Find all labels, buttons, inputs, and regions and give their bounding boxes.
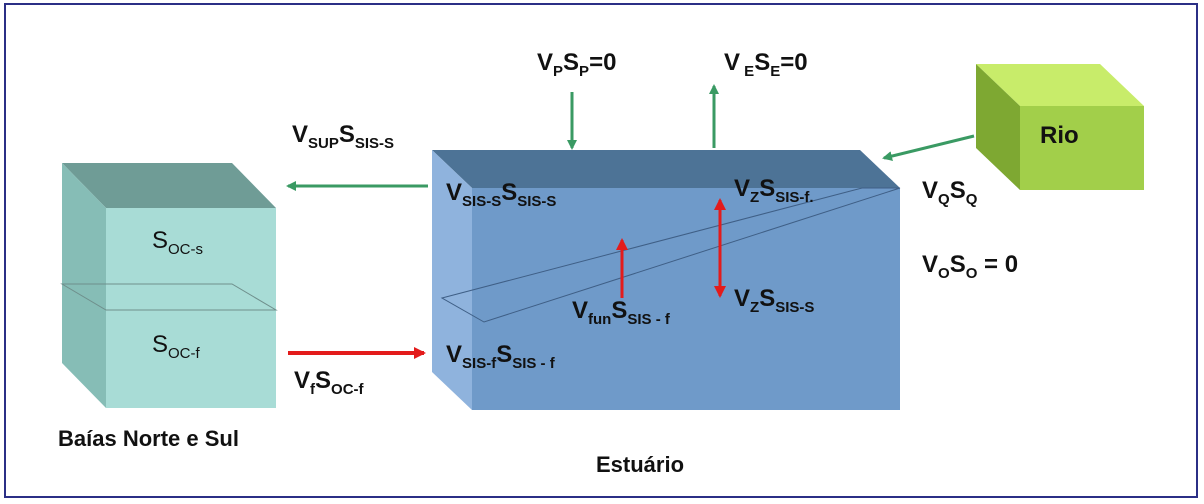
ocean-lower-salinity: SOC-f <box>152 331 201 362</box>
flux-label-evap: V ESE=0 <box>724 49 808 80</box>
flux-label-part: SIS-S <box>775 299 814 316</box>
flux-label-part: SIS-S <box>355 135 394 152</box>
flux-label-part: V <box>292 121 308 148</box>
flux-label-part: S <box>759 285 775 312</box>
flux-label-part: S <box>611 297 627 324</box>
estuary-box-top <box>432 150 900 188</box>
flux-label-part: S <box>950 251 966 278</box>
flux-label-part: SIS-f. <box>775 189 813 206</box>
flux-label-ocean-o: VOSO = 0 <box>922 251 1018 282</box>
flux-label-part: V <box>537 49 553 76</box>
river-inflow-arrow <box>882 134 975 161</box>
flux-label-part: S <box>563 49 579 76</box>
river-box-side <box>976 64 1020 190</box>
flux-label-part: S <box>496 341 512 368</box>
flux-label-part: V <box>446 179 462 206</box>
flux-label-z-lower: VZSSIS-S <box>734 285 814 316</box>
flux-label-part: V <box>294 367 310 394</box>
ocean-box-front <box>106 208 276 408</box>
flux-label-precip: VPSP=0 <box>537 49 616 80</box>
flux-label-part: Z <box>750 299 759 316</box>
ocean-box-side <box>62 163 106 408</box>
flux-label-part: SUP <box>308 135 339 152</box>
bays-caption: Baías Norte e Sul <box>58 426 239 451</box>
flux-label-part: fun <box>588 311 611 328</box>
estuary-box <box>432 150 901 410</box>
flux-label-part: S <box>501 179 517 206</box>
flux-label-part: Q <box>938 191 950 208</box>
flux-label-part: O <box>938 265 950 282</box>
flux-label-part: SIS - f <box>627 311 671 328</box>
flux-label-sis-f: VSIS-fSSIS - f <box>446 341 556 372</box>
flux-label-part: V <box>922 251 938 278</box>
flux-label-part: E <box>770 63 780 80</box>
ocean-upper-salinity: SOC-s <box>152 227 203 258</box>
ocean-box-top <box>62 163 276 208</box>
flux-label-part: Z <box>750 189 759 206</box>
flux-label-part: f <box>310 381 316 398</box>
estuary-box-front <box>472 188 900 410</box>
river-label: Rio <box>1040 122 1079 149</box>
flux-label-part: SIS-f <box>462 355 497 372</box>
flux-label-sis-s: VSIS-SSSIS-S <box>446 179 556 210</box>
flux-label-fun: VfunSSIS - f <box>572 297 671 328</box>
ocean-box-layer-plane <box>60 283 278 311</box>
ocean-box <box>60 163 278 408</box>
flux-label-part: V <box>734 175 750 202</box>
river-box: Rio <box>976 64 1144 190</box>
flux-label-part: S <box>950 177 966 204</box>
flux-label-part: V <box>922 177 938 204</box>
estuary-box-side <box>432 150 472 410</box>
flux-label-part: V <box>446 341 462 368</box>
flux-label-part: =0 <box>589 49 616 76</box>
flux-label-part: SIS-S <box>462 193 501 210</box>
flux-label-part: OC-f <box>331 381 364 398</box>
river-box-top <box>976 64 1144 106</box>
flux-label-sup: VSUPSSIS-S <box>292 121 394 152</box>
estuary-caption: Estuário <box>596 452 684 477</box>
flux-label-part: P <box>579 63 589 80</box>
flux-label-part: SIS-S <box>517 193 556 210</box>
flux-label-part: S <box>339 121 355 148</box>
flux-label-part: Q <box>966 191 978 208</box>
flux-label-f-oc: VfSOC-f <box>294 367 365 398</box>
flux-label-part: V <box>724 49 740 76</box>
flux-label-part: S <box>759 175 775 202</box>
flux-label-part: O <box>966 265 978 282</box>
flux-label-part: P <box>553 63 563 80</box>
flux-label-part: S <box>315 367 331 394</box>
flux-label-part: E <box>740 63 754 80</box>
flux-label-part: S <box>754 49 770 76</box>
flux-label-part: V <box>572 297 588 324</box>
flux-label-part: = 0 <box>977 251 1018 278</box>
flux-label-part: =0 <box>780 49 807 76</box>
flux-label-part: SIS - f <box>512 355 556 372</box>
flux-label-river-q: VQSQ <box>922 177 978 208</box>
river-box-front <box>1020 106 1144 190</box>
flux-label-z-upper: VZSSIS-f. <box>734 175 814 206</box>
flux-label-part: V <box>734 285 750 312</box>
